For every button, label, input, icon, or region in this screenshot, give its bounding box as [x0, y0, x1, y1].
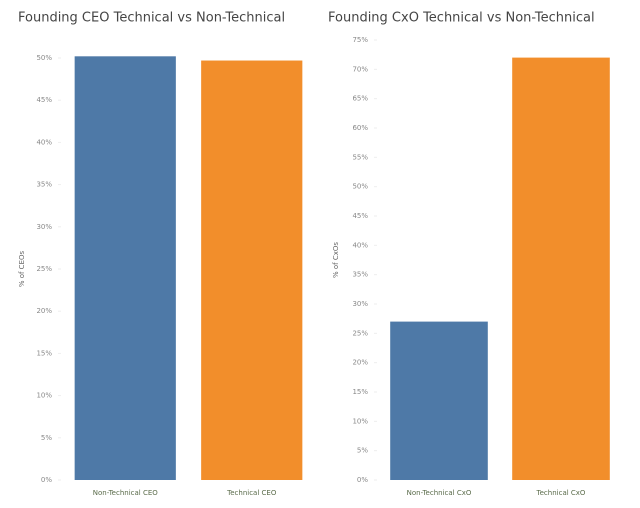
y-tick-label: 10% [352, 417, 368, 425]
bar [390, 321, 488, 480]
x-tick-label: Technical CEO [226, 489, 277, 497]
chart-title: Founding CxO Technical vs Non-Technical [328, 11, 595, 26]
y-tick-label: 75% [352, 36, 368, 44]
y-tick-label: 25% [352, 329, 368, 337]
y-tick-label: 45% [36, 96, 52, 104]
y-tick-label: 20% [36, 307, 52, 315]
x-tick-label: Technical CxO [536, 489, 586, 497]
x-tick-label: Non-Technical CEO [93, 489, 159, 497]
y-tick-label: 20% [352, 359, 368, 367]
y-tick-label: 0% [41, 476, 52, 484]
y-tick-label: 35% [36, 181, 52, 189]
y-tick-label: 65% [352, 95, 368, 103]
y-tick-label: 55% [352, 153, 368, 161]
y-axis-label: % of CxOs [332, 242, 340, 278]
chart-title: Founding CEO Technical vs Non-Technical [18, 11, 285, 26]
y-tick-label: 50% [352, 183, 368, 191]
y-tick-label: 35% [352, 271, 368, 279]
y-tick-label: 5% [357, 447, 368, 455]
y-tick-label: 45% [352, 212, 368, 220]
bar [74, 56, 176, 480]
y-tick-label: 70% [352, 65, 368, 73]
x-tick-label: Non-Technical CxO [407, 489, 472, 497]
y-tick-label: 15% [352, 388, 368, 396]
y-tick-label: 60% [352, 124, 368, 132]
bar [512, 57, 610, 480]
y-tick-label: 40% [352, 241, 368, 249]
y-tick-label: 25% [36, 265, 52, 273]
y-tick-label: 30% [352, 300, 368, 308]
y-tick-label: 5% [41, 434, 52, 442]
y-tick-label: 10% [36, 392, 52, 400]
y-axis-label: % of CEOs [18, 250, 26, 287]
y-tick-label: 50% [36, 54, 52, 62]
y-tick-label: 0% [357, 476, 368, 484]
bar [201, 60, 303, 480]
y-tick-label: 40% [36, 138, 52, 146]
y-tick-label: 30% [36, 223, 52, 231]
y-tick-label: 15% [36, 349, 52, 357]
